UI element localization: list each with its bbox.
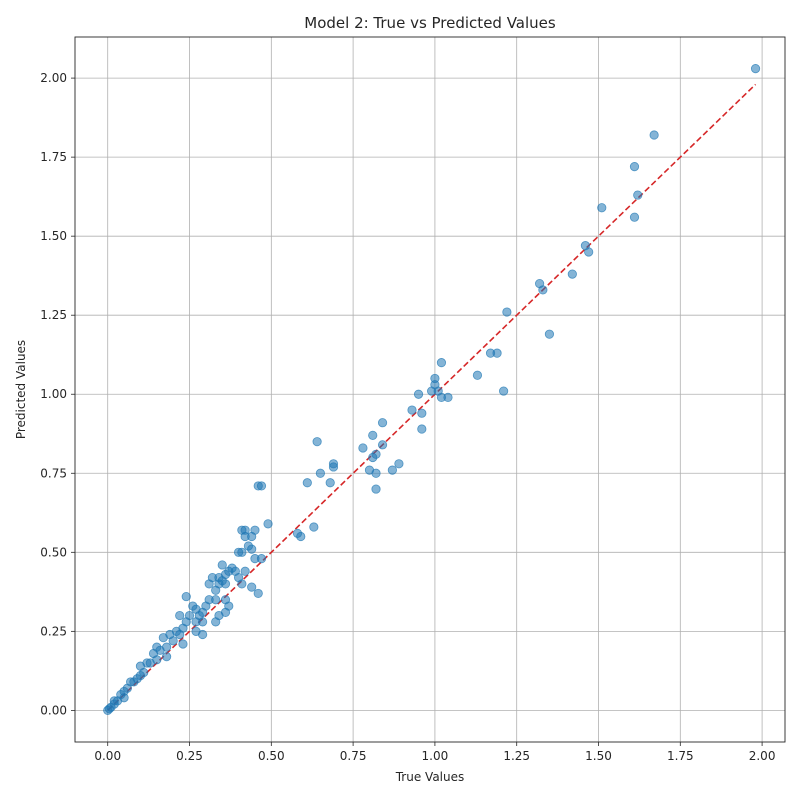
data-point (597, 203, 607, 213)
y-axis-label: Predicted Values (14, 340, 28, 439)
data-point (417, 424, 427, 434)
y-tick-label: 0.50 (40, 545, 67, 559)
data-point (162, 652, 172, 662)
data-point (256, 554, 267, 564)
data-point (567, 269, 577, 279)
data-point (309, 522, 319, 532)
reference-line-layer (107, 83, 757, 711)
data-point (204, 579, 214, 589)
data-point (175, 610, 185, 621)
y-tick-label: 0.75 (40, 466, 67, 480)
x-axis-label: True Values (395, 770, 465, 784)
data-point (158, 633, 168, 643)
x-tick-label: 1.50 (585, 749, 612, 763)
x-tick-label: 0.25 (176, 749, 203, 763)
x-tick-label: 0.75 (340, 749, 367, 763)
data-point (325, 478, 335, 488)
data-point (256, 481, 267, 491)
data-point (407, 405, 417, 415)
data-point (296, 531, 306, 542)
data-point (211, 585, 221, 595)
data-point (217, 560, 227, 570)
x-tick-label: 2.00 (749, 749, 776, 763)
data-point (135, 661, 146, 671)
data-point (649, 130, 659, 140)
data-point (188, 601, 198, 611)
data-point (387, 465, 397, 475)
data-point (629, 212, 640, 222)
y-tick-label: 0.00 (40, 703, 67, 717)
data-point (148, 648, 159, 659)
data-point (371, 484, 381, 494)
data-point (485, 348, 496, 358)
data-point (358, 443, 368, 453)
data-point (377, 440, 388, 450)
x-tick-label: 1.25 (503, 749, 530, 763)
data-point (211, 617, 221, 627)
y-axis-ticks: 0.00 0.25 0.50 0.75 1.00 1.25 1.50 1.75 2.00 (40, 71, 75, 717)
data-point (191, 617, 201, 627)
data-point (377, 418, 388, 428)
y-tick-label: 1.75 (40, 150, 67, 164)
data-point (233, 547, 244, 557)
y-tick-label: 1.50 (40, 229, 67, 243)
y-tick-label: 2.00 (40, 71, 67, 85)
data-points (103, 64, 761, 715)
data-point (240, 566, 250, 576)
x-tick-label: 1.75 (667, 749, 694, 763)
data-point (191, 626, 201, 636)
y-tick-label: 0.25 (40, 624, 67, 638)
data-point (312, 437, 322, 447)
data-point (436, 358, 447, 368)
chart-title: Model 2: True vs Predicted Values (304, 14, 556, 32)
data-point (263, 519, 273, 529)
data-point (253, 588, 263, 599)
data-point (371, 468, 381, 478)
data-point (472, 370, 483, 380)
data-point (499, 386, 509, 396)
data-point (178, 639, 188, 649)
data-point (247, 582, 257, 592)
data-point (302, 478, 312, 488)
data-point (368, 430, 378, 440)
data-point (413, 389, 424, 399)
x-tick-label: 0.50 (258, 749, 285, 763)
data-point (417, 408, 427, 418)
x-tick-label: 1.00 (422, 749, 449, 763)
data-point (633, 190, 643, 200)
y-tick-label: 1.25 (40, 308, 67, 322)
data-point (502, 307, 512, 317)
data-point (103, 705, 113, 715)
data-point (247, 531, 257, 542)
data-point (315, 468, 325, 478)
data-point (443, 392, 453, 403)
data-point (394, 459, 404, 469)
x-tick-label: 0.00 (94, 749, 121, 763)
identity-reference-line (107, 83, 757, 711)
data-point (544, 329, 555, 339)
data-point (328, 462, 339, 472)
data-point (243, 541, 254, 551)
data-point (181, 591, 191, 602)
y-tick-label: 1.00 (40, 387, 67, 401)
x-axis-ticks: 0.00 0.25 0.50 0.75 1.00 1.25 1.50 1.75 2.00 (94, 742, 775, 763)
data-point (584, 247, 594, 257)
data-point (371, 449, 381, 459)
data-point (538, 285, 548, 295)
data-point (750, 64, 761, 74)
data-point (629, 162, 640, 172)
plot-frame (74, 36, 786, 743)
